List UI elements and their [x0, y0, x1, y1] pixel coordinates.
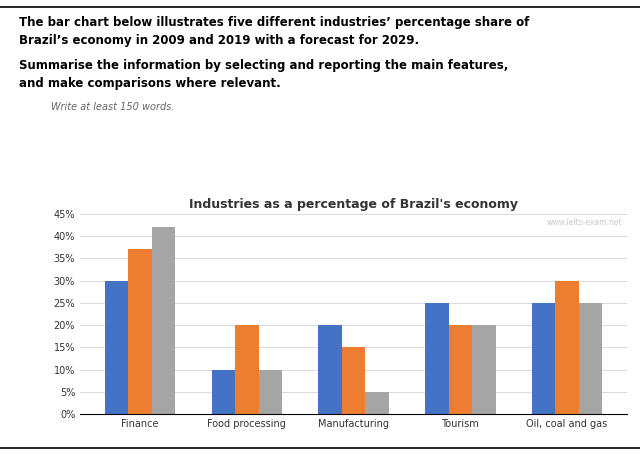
Bar	[579, 303, 602, 414]
Text: Brazil’s economy in 2009 and 2019 with a forecast for 2029.: Brazil’s economy in 2009 and 2019 with a…	[19, 34, 419, 47]
Bar	[449, 325, 472, 414]
Bar	[342, 347, 365, 414]
Bar	[212, 369, 235, 414]
Bar	[152, 227, 175, 414]
Text: The bar chart below illustrates five different industries’ percentage share of: The bar chart below illustrates five dif…	[19, 16, 529, 29]
Bar	[365, 392, 389, 414]
Bar	[425, 303, 449, 414]
Bar	[259, 369, 282, 414]
Bar	[472, 325, 495, 414]
Bar	[318, 325, 342, 414]
Text: and make comparisons where relevant.: and make comparisons where relevant.	[19, 77, 281, 91]
Bar	[556, 281, 579, 414]
Bar	[532, 303, 556, 414]
Text: www.ielts-exam.net: www.ielts-exam.net	[546, 218, 621, 227]
Bar	[129, 249, 152, 414]
Title: Industries as a percentage of Brazil's economy: Industries as a percentage of Brazil's e…	[189, 198, 518, 211]
Bar	[105, 281, 129, 414]
Text: Summarise the information by selecting and reporting the main features,: Summarise the information by selecting a…	[19, 59, 509, 72]
Legend: 2009, 2019, 2029: 2009, 2019, 2029	[276, 451, 431, 455]
Text: Write at least 150 words.: Write at least 150 words.	[51, 102, 175, 112]
Bar	[235, 325, 259, 414]
